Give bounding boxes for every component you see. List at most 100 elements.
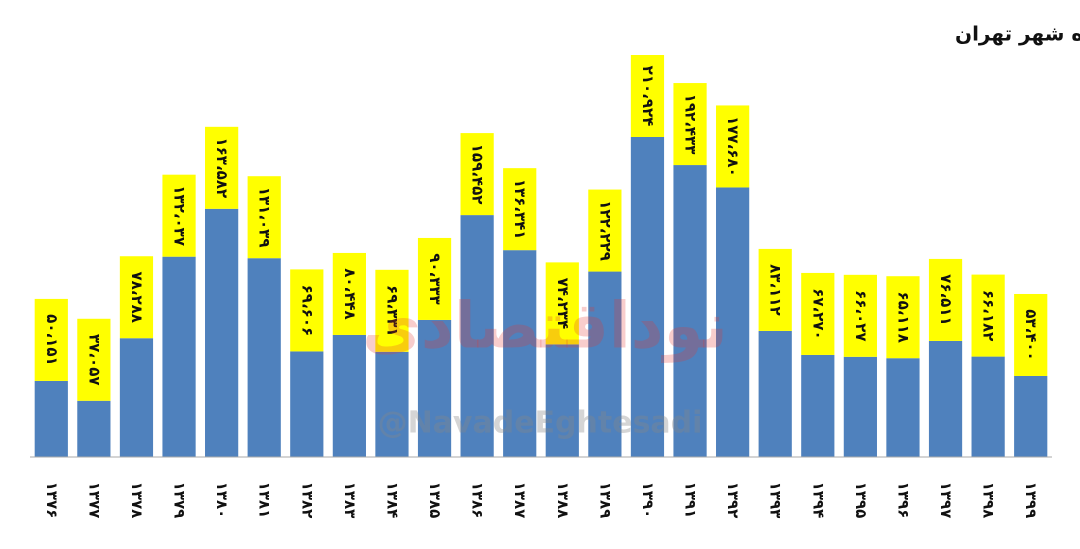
bar [34,380,68,457]
x-tick-label: ۱۳۸۲ [298,482,316,519]
bar [1014,375,1048,457]
value-label-box [247,176,281,259]
value-label-box [332,252,366,335]
value-label-box [758,248,792,331]
value-label: ۱۷۷،۶۸۰ [724,116,742,177]
watermark: @NavadeEghtesadi [378,406,703,441]
x-tick-label: ۱۳۸۸ [554,482,572,519]
value-label-box [119,256,154,339]
value-label-box [77,318,111,401]
value-label-box [588,189,622,272]
value-label: ۶۶،۰۲۷ [852,290,870,341]
value-label: ۶۹،۳۳۱ [383,285,401,336]
x-tick-label: ۱۳۷۷ [85,482,103,519]
value-label: ۸۰،۴۴۸ [341,268,359,319]
logo-watermark: نوداقتصادی [362,290,728,364]
bar [588,271,622,457]
value-label: ۵۰،۱۵۱ [43,314,61,365]
value-label-box [545,262,579,345]
x-tick-label: ۱۳۹۲ [724,482,742,519]
bar [971,356,1005,457]
value-label-box [34,298,68,381]
value-label-box [290,269,324,352]
value-label: ۵۳،۴۰۰ [1022,309,1040,360]
bar [843,356,877,457]
value-label-box [417,237,452,320]
value-label-box [503,168,537,251]
x-tick-label: ۱۳۹۴ [809,482,827,519]
x-tick-label: ۱۳۹۱ [682,482,700,519]
bar [290,351,324,457]
value-label: ۳۷،۰۵۷ [85,334,103,385]
value-label-box [886,276,920,359]
value-label: ۱۳۱،۰۳۹ [256,187,274,248]
value-label: ۷۸،۲۸۸ [128,271,146,322]
bar [503,250,537,457]
x-tick-label: ۱۳۸۶ [469,482,487,519]
x-tick-label: ۱۳۹۶ [894,482,912,519]
value-label: ۱۶۳،۵۸۲ [213,138,231,199]
x-tick-label: ۱۳۸۷ [511,482,529,519]
bar [375,351,409,457]
bar [332,334,366,457]
value-label-box [1014,293,1048,376]
value-label: ۶۶،۱۸۲ [980,290,998,341]
x-tick-label: ۱۳۸۹ [596,482,614,519]
bar [460,215,494,457]
x-tick-label: ۱۳۷۹ [171,482,189,519]
value-label: ۶۹،۶۰۶ [298,285,316,336]
value-label-box [673,83,707,166]
x-tick-label: ۱۳۸۴ [383,482,401,519]
bar [247,258,281,457]
value-label: ۷۶،۵۱۱ [937,274,955,325]
value-label: ۱۲۲،۲۲۹ [596,200,614,261]
value-label-box [716,105,750,188]
value-label: ۹۰،۳۳۳ [426,253,444,304]
x-tick-label: ۱۳۸۳ [341,482,359,519]
bar [545,344,579,457]
x-tick-label: ۱۳۸۱ [256,482,274,519]
value-label: ۱۵۹،۴۵۲ [469,144,487,205]
plot-area: ۵۰،۱۵۱ ۱۳۷۶ ۳۷،۰۵۷ ۱۳۷۷ ۷۸،۲۸۸ ۱۳۷۸ ۱۳۲،۰۳۷ ۱۳۷… [34,55,1048,519]
value-label: ۱۳۶،۳۴۱ [511,179,529,240]
x-tick-label: ۱۳۷۶ [43,482,61,519]
x-tick-label: ۱۳۹۷ [937,482,955,519]
bar [162,256,196,457]
x-tick-label: ۱۳۹۰ [639,482,657,519]
bar [673,165,707,457]
x-tick-label: ۱۳۹۹ [1022,482,1040,519]
bar [801,354,835,457]
bar [417,319,452,457]
x-tick-label: ۱۳۹۵ [852,482,870,519]
value-label: ۷۴،۲۳۴ [554,278,572,329]
x-tick-label: ۱۳۷۸ [128,482,146,519]
value-label-box [205,126,239,209]
value-label-box [460,133,494,216]
x-tick-label: ۱۳۸۵ [426,482,444,519]
value-label-box [375,269,409,352]
bar [886,358,920,457]
x-tick-label: ۱۳۹۸ [980,482,998,519]
bar [928,340,963,457]
chart-title: تعداد واحدهای مسکونی ذکر شده در پروانه‌ه… [955,22,1080,47]
bar [77,400,111,457]
value-label: ۶۷،۲۷۰ [809,288,827,339]
value-label-box [630,55,665,137]
bar [630,137,665,457]
value-label: ۲۱۰،۹۲۴ [639,66,657,127]
bar [205,208,239,457]
bar [716,187,750,457]
value-label-box [162,174,196,257]
value-label-box [971,274,1005,357]
value-label: ۸۳،۱۱۲ [767,264,785,315]
bar [758,330,792,457]
value-label-box [928,258,963,341]
x-tick-label: ۱۳۹۳ [767,482,785,519]
value-label-box [843,274,877,357]
value-label: ۶۵،۱۱۸ [894,291,912,342]
value-label: ۱۳۲،۰۳۷ [171,185,189,246]
value-label-box [801,272,835,355]
x-tick-label: ۱۳۸۰ [213,482,231,519]
